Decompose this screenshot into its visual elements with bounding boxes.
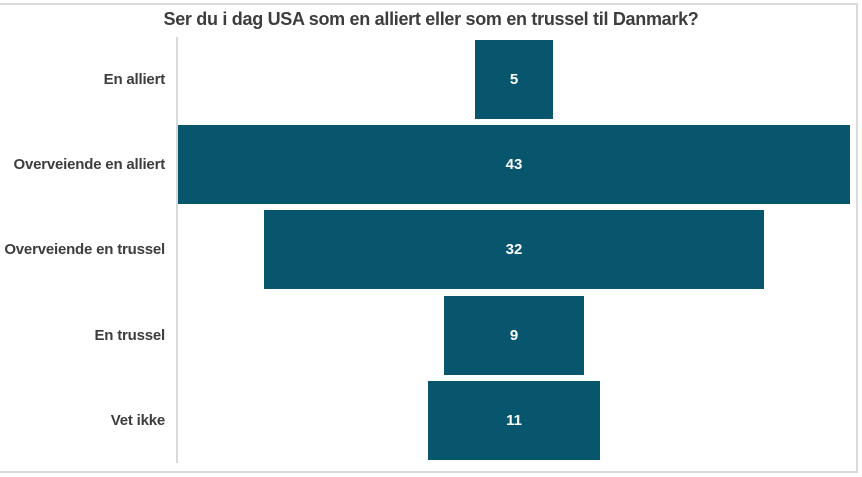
bar: 32 [263,210,765,290]
plot-cell: 5 [176,37,850,123]
value-label: 9 [509,326,519,344]
bar-row: Overveiende en trussel 32 [0,207,850,293]
plot-cell: 43 [176,122,850,208]
bar: 11 [428,380,600,460]
value-label: 32 [505,241,523,259]
category-label: En alliert [103,71,166,89]
bar-row: En trussel 9 [0,292,850,378]
bar: 43 [178,125,850,205]
category-label: Overveiende en alliert [13,156,165,174]
bar-row: Overveiende en alliert 43 [0,122,850,208]
value-label: 43 [505,156,523,174]
category-label: En trussel [94,326,165,344]
bar-row: En alliert 5 [0,37,850,123]
value-label: 11 [506,411,522,429]
plot-cell: 32 [176,207,850,293]
bar: 5 [474,40,554,120]
plot-cell: 11 [176,377,850,463]
chart-title: Ser du i dag USA som en alliert eller so… [163,9,699,29]
plot-cell: 9 [176,292,850,378]
category-label: Vet ikke [110,411,165,429]
value-label: 5 [509,71,519,89]
bar: 9 [443,295,585,375]
bar-chart: En alliert 5 Overveiende en alliert 43 Overv… [0,37,850,463]
category-label: Overveiende en trussel [4,241,165,259]
bar-row: Vet ikke 11 [0,377,850,463]
